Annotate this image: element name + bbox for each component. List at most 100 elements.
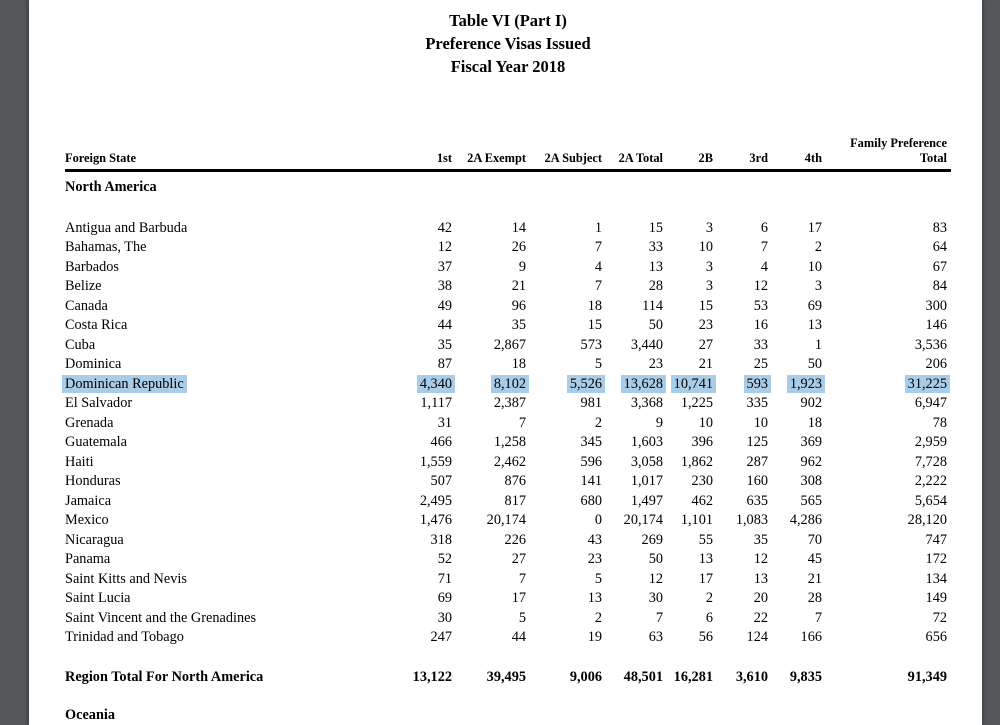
- table-row: Guatemala 466 1,258 345 1,603 396 125 369 2,959: [65, 433, 951, 453]
- value: 13: [698, 551, 713, 567]
- foreign-state-label: Belize: [65, 278, 102, 294]
- foreign-state-label: Jamaica: [65, 492, 112, 509]
- value: 2,222: [914, 473, 947, 489]
- value-cell: 12: [390, 238, 452, 258]
- value-cell: 33: [713, 336, 768, 356]
- value-cell: 1,923: [768, 374, 825, 395]
- viewer-left-margin: [0, 0, 31, 725]
- foreign-state-label: Dominican Republic: [62, 374, 187, 393]
- value-cell: 1,117: [390, 394, 452, 414]
- value: 10,741: [670, 374, 716, 393]
- value-cell: 44: [452, 628, 526, 648]
- value: 15: [587, 317, 602, 333]
- value: 17: [807, 219, 822, 236]
- preference-visas-table: Foreign State 1st 2A Exempt 2A Subject 2…: [62, 136, 951, 725]
- value-cell: 56: [663, 628, 713, 648]
- value: 12: [753, 551, 768, 567]
- value-cell: 308: [768, 472, 822, 492]
- foreign-state-label: Guatemala: [65, 434, 127, 450]
- value: 3,058: [630, 453, 663, 470]
- value: 27: [698, 336, 713, 353]
- value-cell: 573: [526, 336, 602, 356]
- value: 134: [925, 570, 947, 587]
- value-cell: 1,083: [713, 511, 768, 531]
- value-cell: 31: [390, 414, 452, 434]
- value: 1,225: [680, 395, 713, 411]
- foreign-state-cell: Grenada: [65, 414, 390, 434]
- value: 21: [511, 278, 526, 294]
- value-cell: 5,526: [526, 374, 605, 395]
- value: 17: [511, 590, 526, 606]
- value-cell: 5,654: [822, 492, 951, 512]
- table-row: Jamaica 2,495 817 680 1,497 462 635 565 5,654: [65, 492, 951, 512]
- value: 230: [691, 473, 713, 489]
- value-cell: 15: [663, 297, 713, 317]
- foreign-state-cell: Saint Vincent and the Grenadines: [65, 609, 390, 629]
- region-heading-row: North America: [65, 171, 951, 219]
- value: 64: [932, 239, 947, 255]
- value-cell: 35: [390, 336, 452, 356]
- value: 318: [430, 531, 452, 548]
- value: 18: [511, 356, 526, 372]
- value-cell: 141: [526, 472, 602, 492]
- value-cell: 37: [390, 258, 452, 278]
- value-cell: 466: [390, 433, 452, 453]
- value-cell: 3,058: [602, 453, 663, 473]
- value: 3,368: [630, 395, 663, 411]
- value-cell: 20,174: [602, 511, 663, 531]
- foreign-state-cell: Canada: [65, 297, 390, 317]
- value: 981: [580, 395, 602, 411]
- value: 1,559: [419, 453, 452, 470]
- value-cell: 43: [526, 531, 602, 551]
- value-cell: 17: [452, 589, 526, 609]
- table-row: Nicaragua 318 226 43 269 55 35 70 747: [65, 531, 951, 551]
- value: 30: [648, 590, 663, 606]
- value-cell: 369: [768, 433, 822, 453]
- value-cell: 593: [713, 374, 771, 395]
- value: 15: [648, 219, 663, 236]
- value-cell: 8,102: [452, 374, 529, 395]
- value: 72: [932, 609, 947, 626]
- foreign-state-cell: Haiti: [65, 453, 390, 473]
- value-cell: 3: [663, 277, 713, 297]
- value-cell: 335: [713, 394, 768, 414]
- value-cell: 7: [526, 277, 602, 297]
- value: 3: [705, 219, 713, 236]
- header-2a-total: 2A Total: [602, 136, 663, 172]
- value-cell: 72: [822, 609, 951, 629]
- viewer-right-margin: [981, 0, 1000, 725]
- value-cell: 22: [713, 609, 768, 629]
- value: 6: [705, 609, 713, 626]
- foreign-state-label: Cuba: [65, 336, 96, 353]
- value: 396: [691, 434, 713, 450]
- page-content: Table VI (Part I) Preference Visas Issue…: [29, 0, 982, 725]
- value-cell: 1,476: [390, 511, 452, 531]
- value-cell: 1,101: [663, 511, 713, 531]
- foreign-state-label: Saint Lucia: [65, 590, 131, 606]
- table-header-row: Foreign State 1st 2A Exempt 2A Subject 2…: [65, 136, 951, 172]
- value: 33: [753, 336, 768, 353]
- value: 146: [925, 317, 947, 333]
- value-cell: 49: [390, 297, 452, 317]
- value: 13: [807, 317, 822, 333]
- value-cell: 27: [452, 550, 526, 570]
- value-cell: 2: [663, 589, 713, 609]
- region-total-3rd: 3,610: [735, 668, 768, 685]
- value-cell: 71: [390, 570, 452, 590]
- value: 69: [437, 590, 452, 606]
- foreign-state-label: Canada: [65, 297, 108, 314]
- value-cell: 19: [526, 628, 602, 648]
- value: 16: [753, 317, 768, 333]
- value-cell: 635: [713, 492, 768, 512]
- value: 31: [437, 414, 452, 431]
- foreign-state-label: Nicaragua: [65, 531, 124, 548]
- foreign-state-cell: Saint Kitts and Nevis: [65, 570, 390, 590]
- value-cell: 84: [822, 277, 951, 297]
- value-cell: 134: [822, 570, 951, 590]
- value: 9: [655, 414, 663, 431]
- value-cell: 28,120: [822, 511, 951, 531]
- value-cell: 876: [452, 472, 526, 492]
- value-cell: 1,559: [390, 453, 452, 473]
- value-cell: 45: [768, 550, 822, 570]
